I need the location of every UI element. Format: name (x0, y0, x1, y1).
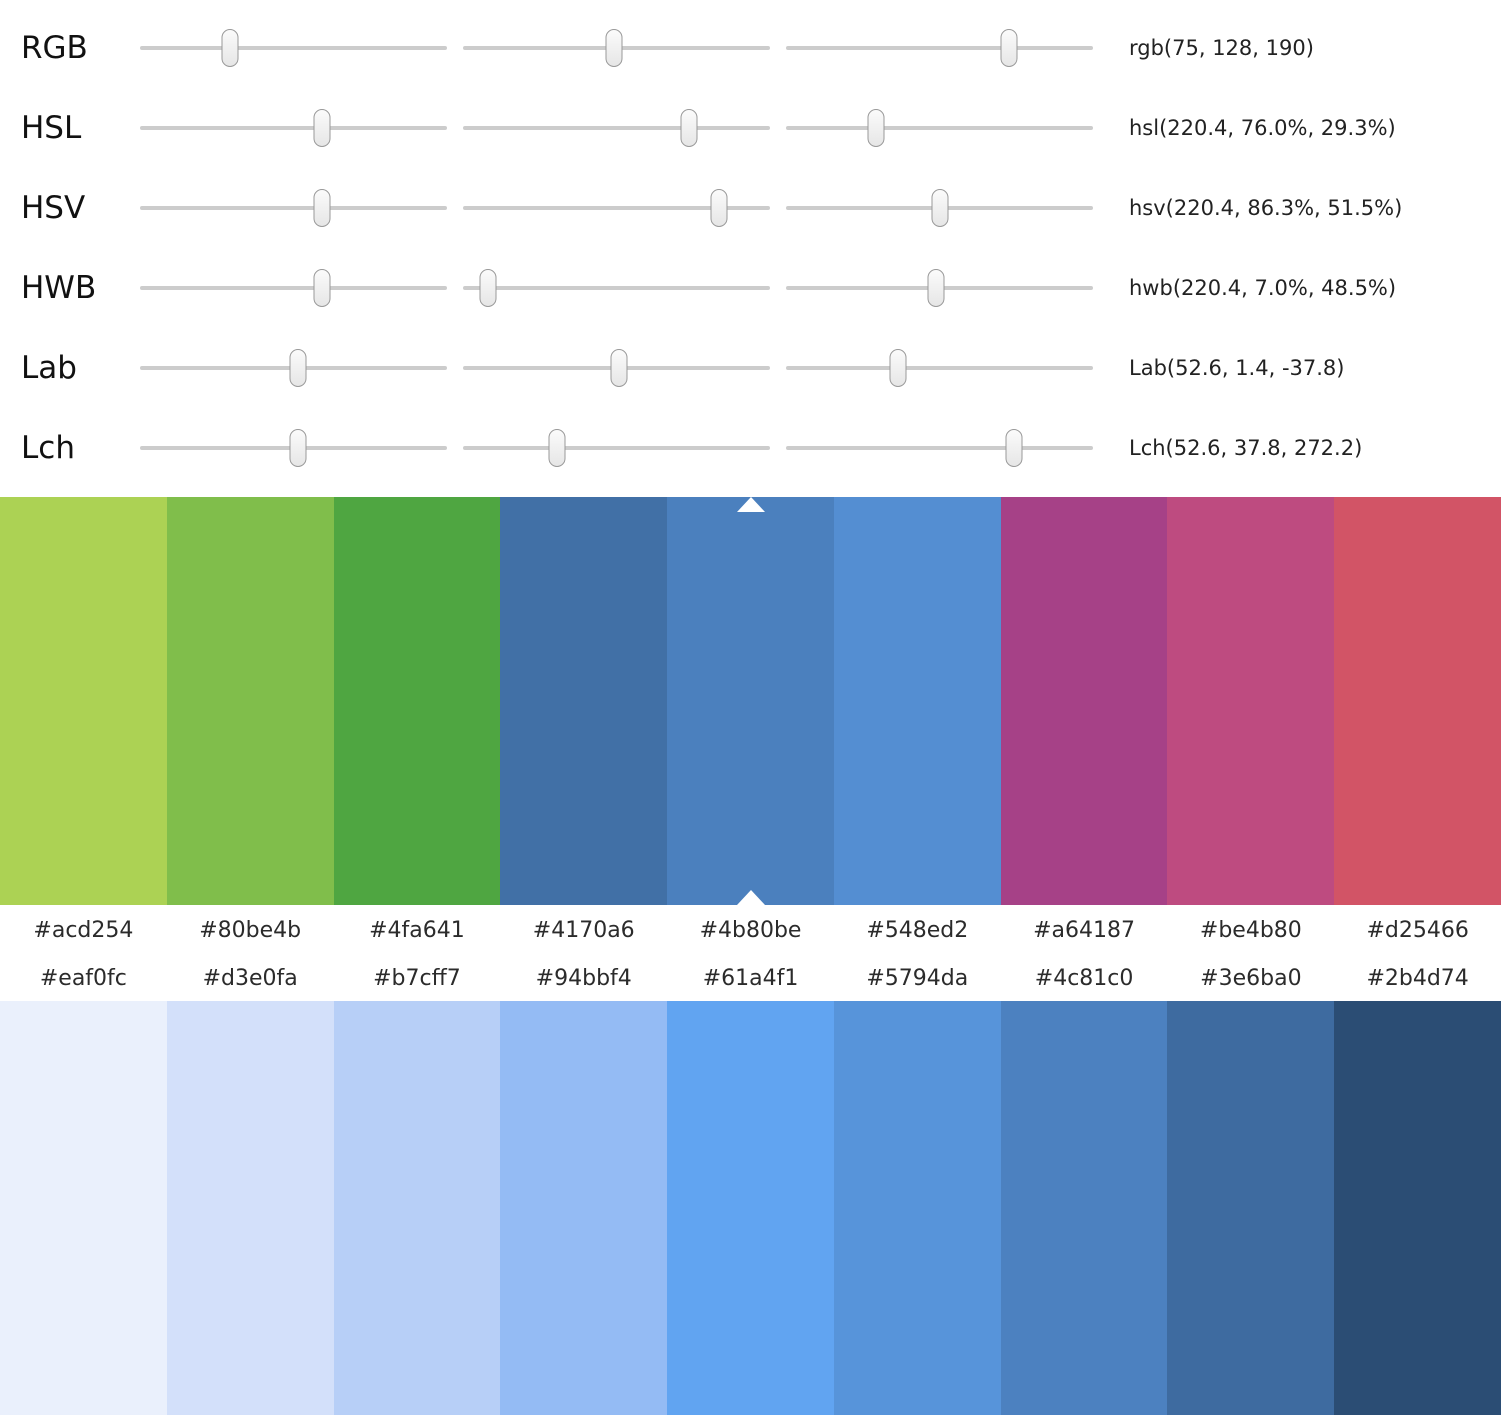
slider-handle[interactable] (548, 429, 566, 467)
scale-swatch[interactable] (833, 1001, 1001, 1415)
scale-hex-label: #eaf0fc (39, 965, 127, 991)
scale-swatch[interactable] (1167, 1001, 1335, 1415)
slider-row-rgb: RGB rgb(75, 128, 190) (0, 8, 1501, 88)
scale-hex-label: #2b4d74 (1366, 965, 1469, 991)
color-model-label: Lch (21, 430, 75, 466)
slider-track[interactable] (786, 109, 1093, 147)
slider-track[interactable] (463, 29, 770, 67)
lightness-scale-labels: #eaf0fc #d3e0fa #b7cff7 #94bbf4 #61a4f1 #5794… (0, 955, 1501, 1001)
scale-swatch[interactable] (667, 1001, 834, 1415)
color-model-label: HSL (21, 110, 82, 146)
slider-handle[interactable] (313, 189, 331, 227)
slider-handle[interactable] (867, 109, 885, 147)
scale-swatch[interactable] (1334, 1001, 1501, 1415)
slider-handle[interactable] (710, 189, 728, 227)
slider-handle[interactable] (479, 269, 497, 307)
slider-section: RGB rgb(75, 128, 190) HSL hsl(220.4, 76.0%,… (0, 0, 1501, 497)
color-model-label: Lab (21, 350, 77, 386)
slider-track[interactable] (463, 189, 770, 227)
scale-swatch[interactable] (500, 1001, 668, 1415)
slider-track[interactable] (786, 29, 1093, 67)
color-model-label: HWB (21, 270, 97, 306)
scale-hex-label: #d3e0fa (202, 965, 298, 991)
slider-row-hwb: HWB hwb(220.4, 7.0%, 48.5%) (0, 248, 1501, 328)
slider-handle[interactable] (289, 349, 307, 387)
slider-track[interactable] (786, 349, 1093, 387)
slider-handle[interactable] (605, 29, 623, 67)
swatch-hex-label: #4170a6 (532, 917, 635, 943)
swatch-hex-label: #be4b80 (1199, 917, 1302, 943)
slider-row-lch: Lch Lch(52.6, 37.8, 272.2) (0, 408, 1501, 488)
scale-swatch[interactable] (166, 1001, 334, 1415)
slider-handle[interactable] (931, 189, 949, 227)
slider-handle[interactable] (680, 109, 698, 147)
color-value-text: hwb(220.4, 7.0%, 48.5%) (1129, 276, 1397, 300)
swatch-hex-label: #80be4b (199, 917, 302, 943)
slider-track[interactable] (140, 269, 447, 307)
slider-track[interactable] (786, 429, 1093, 467)
lightness-scale (0, 1001, 1501, 1415)
scale-hex-label: #4c81c0 (1034, 965, 1134, 991)
swatch-hex-label: #d25466 (1366, 917, 1469, 943)
selected-marker-bottom-icon (736, 890, 765, 905)
palette-swatch[interactable] (500, 497, 668, 905)
palette-swatch[interactable] (1334, 497, 1501, 905)
palette-swatch[interactable] (667, 497, 834, 905)
color-value-text: hsl(220.4, 76.0%, 29.3%) (1129, 116, 1396, 140)
slider-handle[interactable] (313, 109, 331, 147)
scale-swatch[interactable] (333, 1001, 501, 1415)
scale-hex-label: #61a4f1 (702, 965, 799, 991)
color-model-label: HSV (21, 190, 86, 226)
swatch-hex-label: #548ed2 (866, 917, 969, 943)
swatch-hex-label: #4b80be (699, 917, 802, 943)
slider-handle[interactable] (889, 349, 907, 387)
slider-handle[interactable] (313, 269, 331, 307)
color-value-text: Lch(52.6, 37.8, 272.2) (1129, 436, 1363, 460)
slider-track[interactable] (140, 109, 447, 147)
slider-handle[interactable] (927, 269, 944, 307)
slider-handle[interactable] (221, 29, 239, 67)
swatch-hex-label: #4fa641 (369, 917, 465, 943)
slider-handle[interactable] (1000, 29, 1018, 67)
slider-track[interactable] (140, 189, 447, 227)
slider-track[interactable] (463, 429, 770, 467)
slider-track[interactable] (786, 269, 1093, 307)
slider-handle[interactable] (1005, 429, 1023, 467)
slider-row-lab: Lab Lab(52.6, 1.4, -37.8) (0, 328, 1501, 408)
selected-marker-top-icon (736, 497, 765, 512)
slider-handle[interactable] (289, 429, 307, 467)
slider-track[interactable] (140, 349, 447, 387)
slider-track[interactable] (463, 269, 770, 307)
scale-hex-label: #5794da (866, 965, 969, 991)
slider-track[interactable] (140, 429, 447, 467)
scale-swatch[interactable] (1000, 1001, 1168, 1415)
color-model-label: RGB (21, 30, 88, 66)
palette-swatch[interactable] (166, 497, 334, 905)
palette-swatch[interactable] (1000, 497, 1168, 905)
scale-hex-label: #b7cff7 (373, 965, 461, 991)
scale-hex-label: #3e6ba0 (1200, 965, 1302, 991)
slider-row-hsl: HSL hsl(220.4, 76.0%, 29.3%) (0, 88, 1501, 168)
scale-swatch[interactable] (0, 1001, 167, 1415)
swatch-hex-label: #acd254 (33, 917, 134, 943)
color-value-text: hsv(220.4, 86.3%, 51.5%) (1129, 196, 1403, 220)
color-value-text: rgb(75, 128, 190) (1129, 36, 1314, 60)
hue-palette (0, 497, 1501, 905)
hue-palette-labels: #acd254 #80be4b #4fa641 #4170a6 #4b80be #548e… (0, 905, 1501, 955)
palette-swatch[interactable] (833, 497, 1001, 905)
slider-track[interactable] (140, 29, 447, 67)
scale-hex-label: #94bbf4 (535, 965, 632, 991)
palette-swatch[interactable] (0, 497, 167, 905)
slider-row-hsv: HSV hsv(220.4, 86.3%, 51.5%) (0, 168, 1501, 248)
palette-swatch[interactable] (1167, 497, 1335, 905)
slider-track[interactable] (463, 349, 770, 387)
swatch-hex-label: #a64187 (1033, 917, 1136, 943)
slider-handle[interactable] (610, 349, 628, 387)
color-value-text: Lab(52.6, 1.4, -37.8) (1129, 356, 1345, 380)
slider-track[interactable] (786, 189, 1093, 227)
palette-swatch[interactable] (333, 497, 501, 905)
slider-track[interactable] (463, 109, 770, 147)
